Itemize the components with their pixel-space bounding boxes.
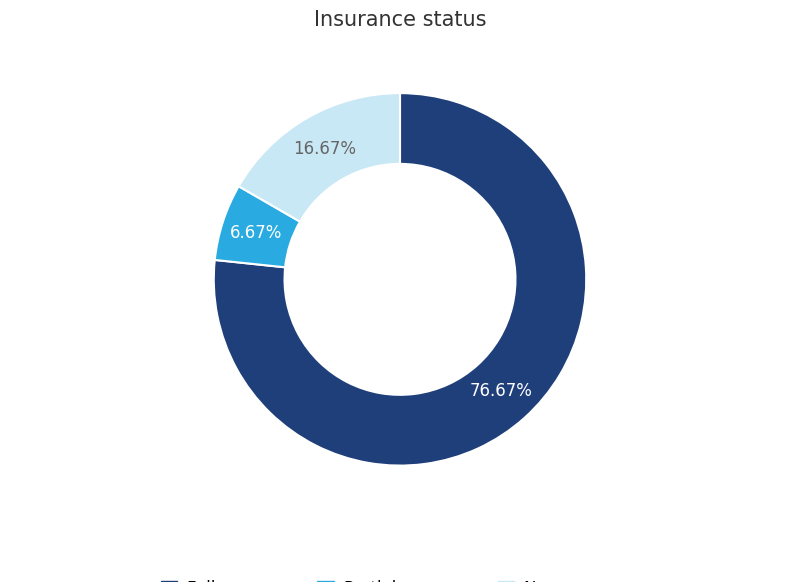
Text: 76.67%: 76.67% <box>470 382 532 400</box>
Legend: Full cover, Partial cover, No cover: Full cover, Partial cover, No cover <box>152 572 606 582</box>
Text: 6.67%: 6.67% <box>230 223 282 242</box>
Text: 16.67%: 16.67% <box>293 140 356 158</box>
Wedge shape <box>238 93 400 222</box>
Wedge shape <box>214 93 586 466</box>
Wedge shape <box>214 186 300 267</box>
Title: Insurance status: Insurance status <box>314 10 486 30</box>
